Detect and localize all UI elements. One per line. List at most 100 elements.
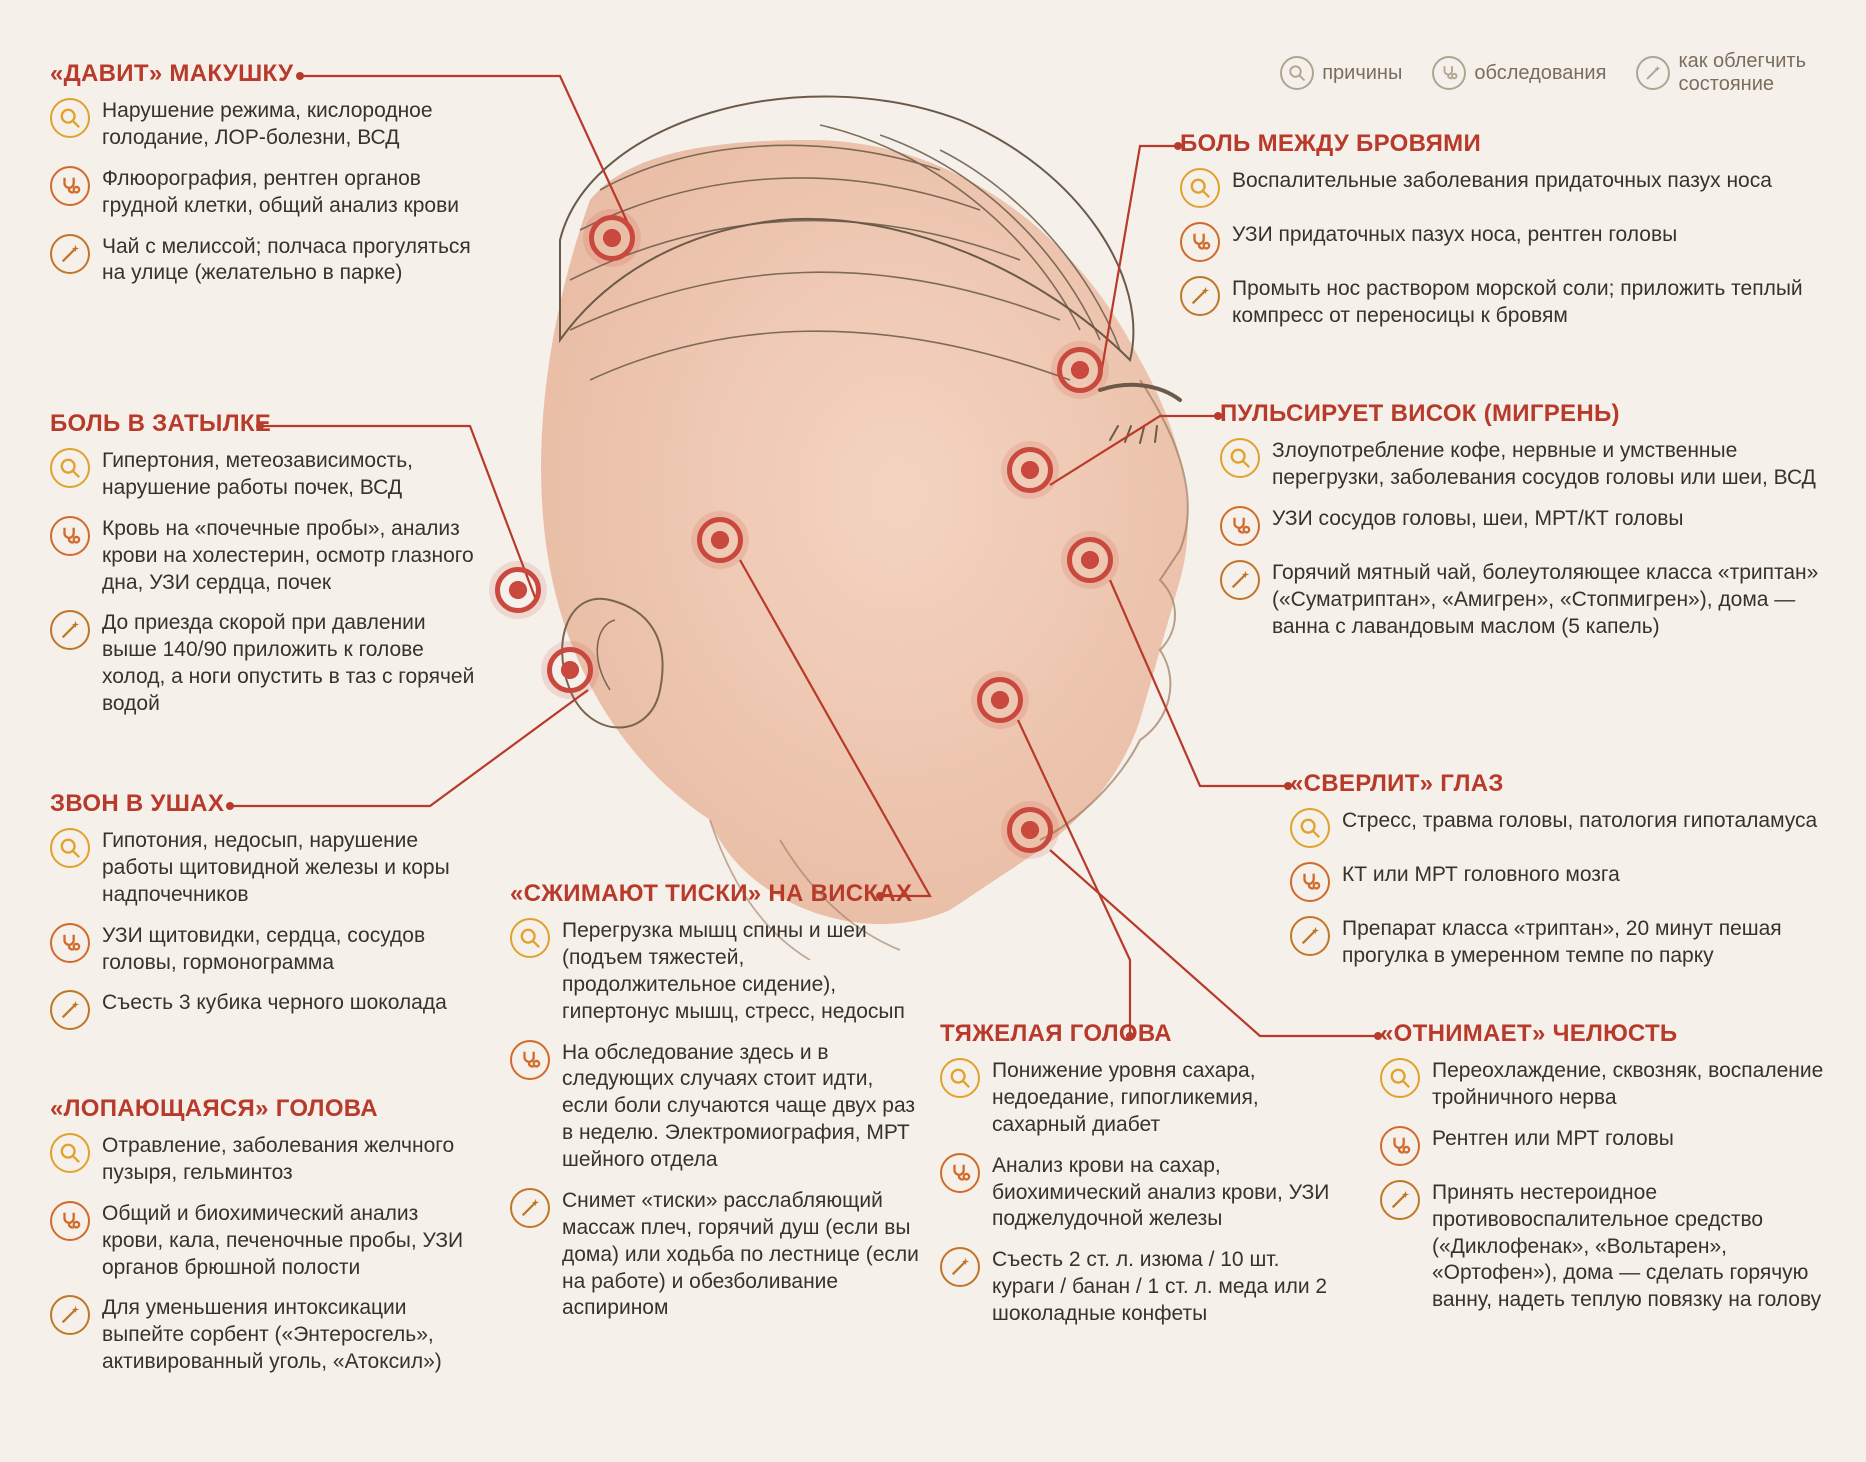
zone-title: «СВЕРЛИТ» ГЛАЗ [1290, 770, 1830, 798]
zone-causes-text: Понижение уровня сахара, недоедание, гип… [992, 1058, 1340, 1139]
wand-icon [1636, 56, 1670, 90]
zone-exam-text: На обследование здесь и в следующих случ… [562, 1040, 920, 1174]
legend: причины обследования как облегчить состо… [1280, 50, 1806, 96]
zone-exam-text: Рентген или МРТ головы [1432, 1126, 1674, 1153]
wand-icon [50, 234, 90, 274]
legend-relief-line1: как облегчить [1678, 50, 1806, 72]
zone-causes-text: Воспалительные заболевания придаточных п… [1232, 168, 1772, 195]
magnifier-icon [1180, 168, 1220, 208]
zone-causes-text: Злоупотребление кофе, нервные и умственн… [1272, 438, 1820, 492]
zone-bursting: «ЛОПАЮЩАЯСЯ» ГОЛОВАОтравление, заболеван… [50, 1095, 480, 1390]
zone-relief-text: Горячий мятный чай, болеутоляющее класса… [1272, 560, 1820, 641]
zone-exam-text: Флюорография, рентген органов грудной кл… [102, 166, 480, 220]
zone-row-relief: Чай с мелиссой; полчаса прогуляться на у… [50, 234, 480, 288]
zone-row-causes: Переохлаждение, сквозняк, воспаление тро… [1380, 1058, 1830, 1112]
stethoscope-icon [1290, 862, 1330, 902]
stethoscope-icon [940, 1153, 980, 1193]
zone-row-relief: До приезда скорой при давлении выше 140/… [50, 610, 480, 718]
zone-migraine: ПУЛЬСИРУЕТ ВИСОК (МИГРЕНЬ) Злоупотреблени… [1220, 400, 1820, 654]
zone-row-exam: КТ или МРТ головного мозга [1290, 862, 1830, 902]
zone-title: ЗВОН В УШАХ [50, 790, 480, 818]
stethoscope-icon [1432, 56, 1466, 90]
legend-exam: обследования [1432, 56, 1606, 90]
zone-title: ПУЛЬСИРУЕТ ВИСОК (МИГРЕНЬ) [1220, 400, 1820, 428]
zone-title: «СЖИМАЮТ ТИСКИ» НА ВИСКАХ [510, 880, 920, 908]
zone-brow: БОЛЬ МЕЖДУ БРОВЯМИ Воспалительные заболев… [1180, 130, 1820, 344]
zone-relief-text: Для уменьшения интоксикации выпейте сорб… [102, 1295, 480, 1376]
wand-icon [1380, 1180, 1420, 1220]
zone-row-exam: Флюорография, рентген органов грудной кл… [50, 166, 480, 220]
zone-exam-text: КТ или МРТ головного мозга [1342, 862, 1620, 889]
zone-row-causes: Перегрузка мышц спины и шеи (подъем тяже… [510, 918, 920, 1026]
zone-causes-text: Переохлаждение, сквозняк, воспаление тро… [1432, 1058, 1830, 1112]
zone-relief-text: Съесть 2 ст. л. изюма / 10 шт. кураги / … [992, 1247, 1340, 1328]
pain-marker-nape [495, 567, 541, 613]
pain-marker-ear [547, 647, 593, 693]
zone-row-exam: Анализ крови на сахар, биохимический ана… [940, 1153, 1340, 1234]
zone-causes-text: Отравление, заболевания желчного пузыря,… [102, 1133, 480, 1187]
zone-title: БОЛЬ МЕЖДУ БРОВЯМИ [1180, 130, 1820, 158]
magnifier-icon [1290, 808, 1330, 848]
magnifier-icon [50, 1133, 90, 1173]
pain-marker-jaw [1007, 807, 1053, 853]
zone-crown: «ДАВИТ» МАКУШКУНарушение режима, кислоро… [50, 60, 480, 301]
zone-nape: БОЛЬ В ЗАТЫЛКЕ Гипертония, метеозависимос… [50, 410, 480, 732]
legend-relief: как облегчить состояние [1636, 50, 1806, 96]
zone-row-exam: Общий и биохимический анализ крови, кала… [50, 1201, 480, 1282]
zone-exam-text: УЗИ щитовидки, сердца, сосудов головы, г… [102, 923, 480, 977]
magnifier-icon [1220, 438, 1260, 478]
head-illustration [480, 80, 1240, 960]
zone-causes-text: Гипертония, метеозависимость, нарушение … [102, 448, 480, 502]
stethoscope-icon [1380, 1126, 1420, 1166]
zone-row-relief: Съесть 3 кубика черного шоколада [50, 990, 480, 1030]
legend-causes: причины [1280, 56, 1402, 90]
zone-row-exam: Рентген или МРТ головы [1380, 1126, 1830, 1166]
zone-exam-text: УЗИ придаточных пазух носа, рентген голо… [1232, 222, 1677, 249]
magnifier-icon [940, 1058, 980, 1098]
stethoscope-icon [1180, 222, 1220, 262]
zone-row-causes: Нарушение режима, кислородное голодание,… [50, 98, 480, 152]
zone-relief-text: Снимет «тиски» расслабляющий массаж плеч… [562, 1188, 920, 1322]
magnifier-icon [50, 828, 90, 868]
zone-row-causes: Злоупотребление кофе, нервные и умственн… [1220, 438, 1820, 492]
wand-icon [50, 990, 90, 1030]
wand-icon [1180, 276, 1220, 316]
zone-title: БОЛЬ В ЗАТЫЛКЕ [50, 410, 480, 438]
zone-exam-text: УЗИ сосудов головы, шеи, МРТ/КТ головы [1272, 506, 1684, 533]
zone-causes-text: Нарушение режима, кислородное голодание,… [102, 98, 480, 152]
wand-icon [50, 1295, 90, 1335]
zone-exam-text: Общий и биохимический анализ крови, кала… [102, 1201, 480, 1282]
zone-eye: «СВЕРЛИТ» ГЛАЗ Стресс, травма головы, пат… [1290, 770, 1830, 984]
zone-relief-text: До приезда скорой при давлении выше 140/… [102, 610, 480, 718]
legend-exam-label: обследования [1474, 62, 1606, 85]
zone-exam-text: Кровь на «почечные пробы», анализ крови … [102, 516, 480, 597]
magnifier-icon [1280, 56, 1314, 90]
zone-jaw: «ОТНИМАЕТ» ЧЕЛЮСТЬПереохлаждение, сквозн… [1380, 1020, 1830, 1328]
pain-marker-temple [1007, 447, 1053, 493]
zone-row-relief: Принять нестероидное противовоспалительн… [1380, 1180, 1830, 1314]
magnifier-icon [1380, 1058, 1420, 1098]
zone-row-relief: Препарат класса «триптан», 20 минут пеша… [1290, 916, 1830, 970]
wand-icon [940, 1247, 980, 1287]
zone-row-relief: Промыть нос раствором морской соли; прил… [1180, 276, 1820, 330]
zone-row-exam: Кровь на «почечные пробы», анализ крови … [50, 516, 480, 597]
zone-row-exam: УЗИ щитовидки, сердца, сосудов головы, г… [50, 923, 480, 977]
zone-row-exam: УЗИ придаточных пазух носа, рентген голо… [1180, 222, 1820, 262]
zone-causes-text: Гипотония, недосып, нарушение работы щит… [102, 828, 480, 909]
pain-marker-brow [1057, 347, 1103, 393]
wand-icon [1220, 560, 1260, 600]
pain-marker-heavy [977, 677, 1023, 723]
legend-relief-label: как облегчить состояние [1678, 50, 1806, 96]
zone-relief-text: Чай с мелиссой; полчаса прогуляться на у… [102, 234, 480, 288]
zone-row-causes: Воспалительные заболевания придаточных п… [1180, 168, 1820, 208]
zone-relief-text: Промыть нос раствором морской соли; прил… [1232, 276, 1820, 330]
zone-relief-text: Препарат класса «триптан», 20 минут пеша… [1342, 916, 1830, 970]
zone-causes-text: Перегрузка мышц спины и шеи (подъем тяже… [562, 918, 920, 1026]
zone-relief-text: Принять нестероидное противовоспалительн… [1432, 1180, 1830, 1314]
wand-icon [510, 1188, 550, 1228]
zone-causes-text: Стресс, травма головы, патология гипотал… [1342, 808, 1817, 835]
zone-row-causes: Гипотония, недосып, нарушение работы щит… [50, 828, 480, 909]
wand-icon [1290, 916, 1330, 956]
zone-row-relief: Горячий мятный чай, болеутоляющее класса… [1220, 560, 1820, 641]
pain-marker-eye [1067, 537, 1113, 583]
